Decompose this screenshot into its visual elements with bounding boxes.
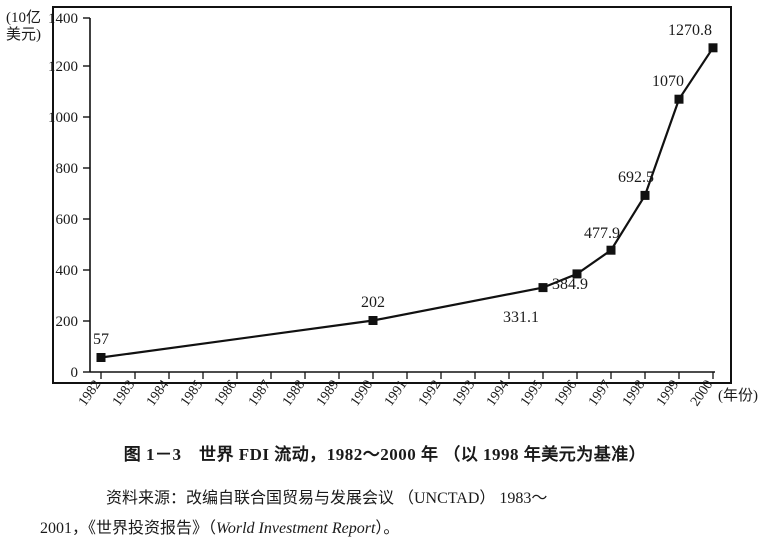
x-tick-label: 1999: [654, 378, 682, 410]
x-tick-label: 1991: [382, 378, 410, 410]
data-point-marker: [96, 353, 106, 362]
y-tick-label: 200: [56, 314, 79, 330]
source-line-1-text: 资料来源：改编自联合国贸易与发展会议 （UNCTAD） 1983～: [106, 490, 548, 507]
y-axis-unit-label: (10亿美元): [6, 10, 46, 44]
data-label-1998: 692.5: [618, 169, 654, 186]
y-axis-ticks: 0 200 400 600 800 1000 1200 1400: [48, 11, 90, 381]
data-markers: [96, 43, 718, 362]
source-line-2-before: 2001，《世界投资报告》（: [40, 520, 217, 537]
data-label-1997: 477.9: [584, 225, 620, 242]
x-tick-label: 1994: [484, 378, 512, 410]
source-report-title: World Investment Report: [216, 520, 376, 537]
chart-plot-frame: [52, 6, 732, 384]
x-tick-label: 1988: [280, 378, 308, 410]
x-tick-label: 1987: [246, 378, 274, 410]
data-label-1999: 1070: [652, 73, 684, 90]
y-tick-label: 1200: [48, 59, 78, 75]
fdi-line-chart: 0 200 400 600 800 1000 1200 1400: [48, 11, 758, 410]
y-tick-label: 600: [56, 212, 79, 228]
x-tick-label: 1985: [178, 378, 206, 410]
data-label-1990: 202: [361, 294, 385, 311]
x-tick-label: 1998: [620, 378, 648, 410]
figure-source: 资料来源：改编自联合国贸易与发展会议 （UNCTAD） 1983～ 2001，《…: [40, 484, 740, 544]
x-tick-label: 1995: [518, 378, 546, 410]
x-tick-label: 1992: [416, 378, 444, 410]
y-tick-label: 400: [56, 263, 79, 279]
y-tick-label: 0: [71, 365, 79, 381]
data-label-2000: 1270.8: [668, 22, 712, 39]
source-line-2: 2001，《世界投资报告》（World Investment Report）。: [40, 514, 740, 544]
x-tick-label: 1983: [110, 378, 138, 410]
x-tick-label: 1996: [552, 378, 580, 410]
x-axis-unit-label: (年份): [718, 387, 758, 404]
x-axis-ticks: [100, 372, 714, 379]
x-tick-label: 1986: [212, 378, 240, 410]
x-tick-label: 1982: [76, 378, 104, 410]
x-tick-label: 1997: [586, 378, 614, 410]
x-tick-label: 1984: [144, 378, 172, 410]
data-point-marker: [572, 269, 582, 279]
data-point-marker: [674, 94, 684, 104]
x-tick-label: 1989: [314, 378, 342, 410]
data-label-1982: 57: [93, 331, 109, 348]
x-tick-label: 1993: [450, 378, 478, 410]
figure-caption: 图 1－3 世界 FDI 流动，1982～2000 年 （以 1998 年美元为…: [123, 445, 647, 464]
y-tick-label: 1400: [48, 11, 78, 27]
data-point-marker: [708, 43, 718, 53]
y-axis-unit-line1: (10亿美元): [6, 10, 41, 43]
source-line-1: 资料来源：改编自联合国贸易与发展会议 （UNCTAD） 1983～: [40, 484, 740, 514]
data-labels: 57 202 331.1 384.9 477.9 692.5 1070 1270…: [93, 22, 712, 348]
data-point-marker: [640, 190, 650, 200]
y-tick-label: 800: [56, 161, 79, 177]
y-tick-label: 1000: [48, 110, 78, 126]
source-line-2-after: ）。: [375, 520, 400, 537]
fdi-data-line: [100, 47, 714, 359]
data-label-1995: 331.1: [503, 309, 539, 326]
data-point-marker: [606, 245, 616, 255]
data-point-marker: [368, 316, 378, 325]
x-axis-labels: 1982 1983 1984 1985 1986 1987 1988 1989 …: [76, 378, 716, 410]
x-tick-label: 1990: [348, 378, 376, 410]
data-label-1996: 384.9: [552, 276, 588, 293]
x-tick-label: 2000: [688, 378, 716, 410]
data-point-marker: [538, 283, 548, 293]
